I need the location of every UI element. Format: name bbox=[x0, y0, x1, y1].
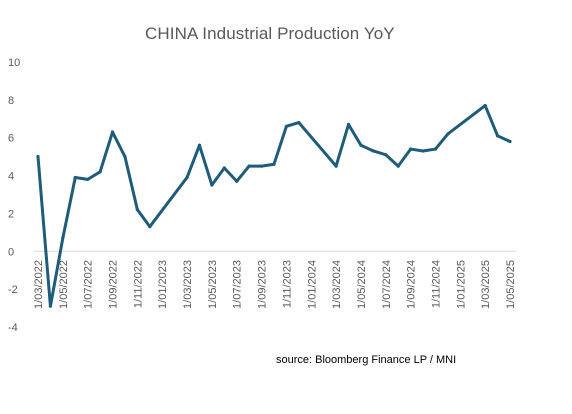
data-point bbox=[197, 143, 202, 147]
data-point bbox=[495, 134, 500, 138]
y-tick-label: 6 bbox=[8, 133, 14, 145]
x-tick-label: 1/05/2024 bbox=[356, 260, 368, 309]
x-tick-label: 1/09/2022 bbox=[108, 260, 120, 309]
series-line-segment bbox=[235, 164, 251, 183]
x-tick-label: 1/09/2023 bbox=[257, 260, 269, 309]
x-tick-label: 1/03/2024 bbox=[331, 260, 343, 309]
data-point bbox=[86, 177, 90, 181]
series-line-segment bbox=[297, 121, 338, 168]
series-line-segment bbox=[272, 124, 288, 166]
series-line-segment bbox=[396, 147, 413, 168]
series-line-segment bbox=[111, 130, 127, 159]
series-line-segment bbox=[359, 143, 375, 153]
series-line-segment bbox=[197, 143, 214, 187]
series-line-segment bbox=[61, 175, 77, 240]
data-point bbox=[433, 147, 438, 151]
series-line-segment bbox=[98, 130, 115, 174]
data-point bbox=[123, 155, 127, 159]
series-line-segment bbox=[73, 175, 90, 181]
data-point bbox=[409, 147, 413, 151]
x-tick-label: 1/07/2022 bbox=[83, 260, 95, 309]
data-point bbox=[334, 164, 338, 168]
series-line-segment bbox=[86, 170, 102, 181]
x-tick-label: 1/09/2024 bbox=[406, 260, 418, 309]
y-tick-label: 8 bbox=[8, 95, 14, 107]
x-tick-label: 1/11/2022 bbox=[132, 260, 144, 308]
series-line-segment bbox=[334, 122, 351, 168]
chart-source: source: Bloomberg Finance LP / MNI bbox=[276, 354, 457, 366]
y-tick-label: -4 bbox=[8, 322, 18, 334]
data-point bbox=[98, 170, 102, 174]
data-point bbox=[483, 103, 487, 108]
data-point bbox=[48, 304, 53, 308]
series-line-segment bbox=[347, 122, 363, 147]
series-line-segment bbox=[433, 132, 450, 151]
data-point bbox=[446, 132, 450, 136]
x-tick-label: 1/03/2025 bbox=[480, 260, 492, 309]
y-tick-label: 4 bbox=[8, 171, 14, 183]
data-point bbox=[222, 166, 226, 170]
data-point bbox=[346, 122, 351, 127]
x-tick-label: 1/05/2023 bbox=[207, 260, 219, 309]
data-point bbox=[421, 149, 425, 153]
y-tick-label: -2 bbox=[8, 284, 18, 296]
x-tick-label: 1/01/2024 bbox=[306, 260, 318, 309]
data-point bbox=[508, 139, 512, 144]
x-tick-label: 1/07/2023 bbox=[232, 260, 244, 309]
x-tick-label: 1/07/2024 bbox=[381, 260, 393, 309]
x-tick-label: 1/03/2022 bbox=[33, 260, 45, 309]
data-point bbox=[384, 153, 388, 157]
data-point bbox=[297, 120, 301, 125]
series-line-segment bbox=[284, 121, 301, 128]
x-tick-label: 1/01/2023 bbox=[157, 260, 169, 309]
x-tick-label: 1/11/2024 bbox=[430, 260, 442, 308]
data-point bbox=[148, 225, 152, 229]
x-tick-label: 1/01/2025 bbox=[455, 260, 467, 309]
x-tick-label: 1/11/2023 bbox=[281, 260, 293, 308]
series-line-segment bbox=[409, 147, 425, 153]
series-line-segment bbox=[260, 162, 276, 168]
series-line-segment bbox=[123, 155, 139, 212]
data-point bbox=[73, 175, 77, 180]
data-point bbox=[135, 208, 139, 212]
data-point bbox=[36, 155, 40, 159]
series-line-segment bbox=[210, 166, 226, 187]
data-point bbox=[210, 183, 214, 187]
data-point bbox=[61, 236, 65, 240]
series-line-segment bbox=[421, 147, 437, 153]
y-tick-label: 2 bbox=[8, 208, 14, 220]
y-tick-label: 10 bbox=[8, 57, 20, 69]
data-point bbox=[185, 175, 189, 180]
data-point bbox=[247, 164, 251, 168]
x-tick-label: 1/05/2022 bbox=[58, 260, 70, 309]
chart-title: CHINA Industrial Production YoY bbox=[145, 24, 395, 43]
data-point bbox=[110, 130, 115, 134]
data-point bbox=[272, 162, 276, 166]
series-line-segment bbox=[384, 153, 400, 168]
series-line-segment bbox=[48, 236, 65, 308]
data-point bbox=[284, 124, 289, 128]
data-point bbox=[235, 179, 239, 183]
series-line-segment bbox=[446, 104, 487, 136]
data-point bbox=[359, 143, 363, 147]
series-line-segment bbox=[36, 155, 52, 308]
x-tick-label: 1/05/2025 bbox=[505, 260, 517, 309]
series-line-segment bbox=[135, 208, 152, 229]
series-line-segment bbox=[148, 175, 189, 229]
data-point bbox=[396, 164, 400, 168]
x-tick-label: 1/03/2023 bbox=[182, 260, 194, 309]
series-line-segment bbox=[371, 149, 388, 157]
series-line-segment bbox=[222, 166, 239, 183]
y-tick-label: 0 bbox=[8, 246, 14, 258]
series-line-segment bbox=[483, 104, 500, 138]
series-line-segment bbox=[185, 143, 201, 179]
series-line-segment bbox=[496, 134, 512, 143]
data-point bbox=[371, 149, 375, 153]
data-point bbox=[259, 164, 264, 168]
